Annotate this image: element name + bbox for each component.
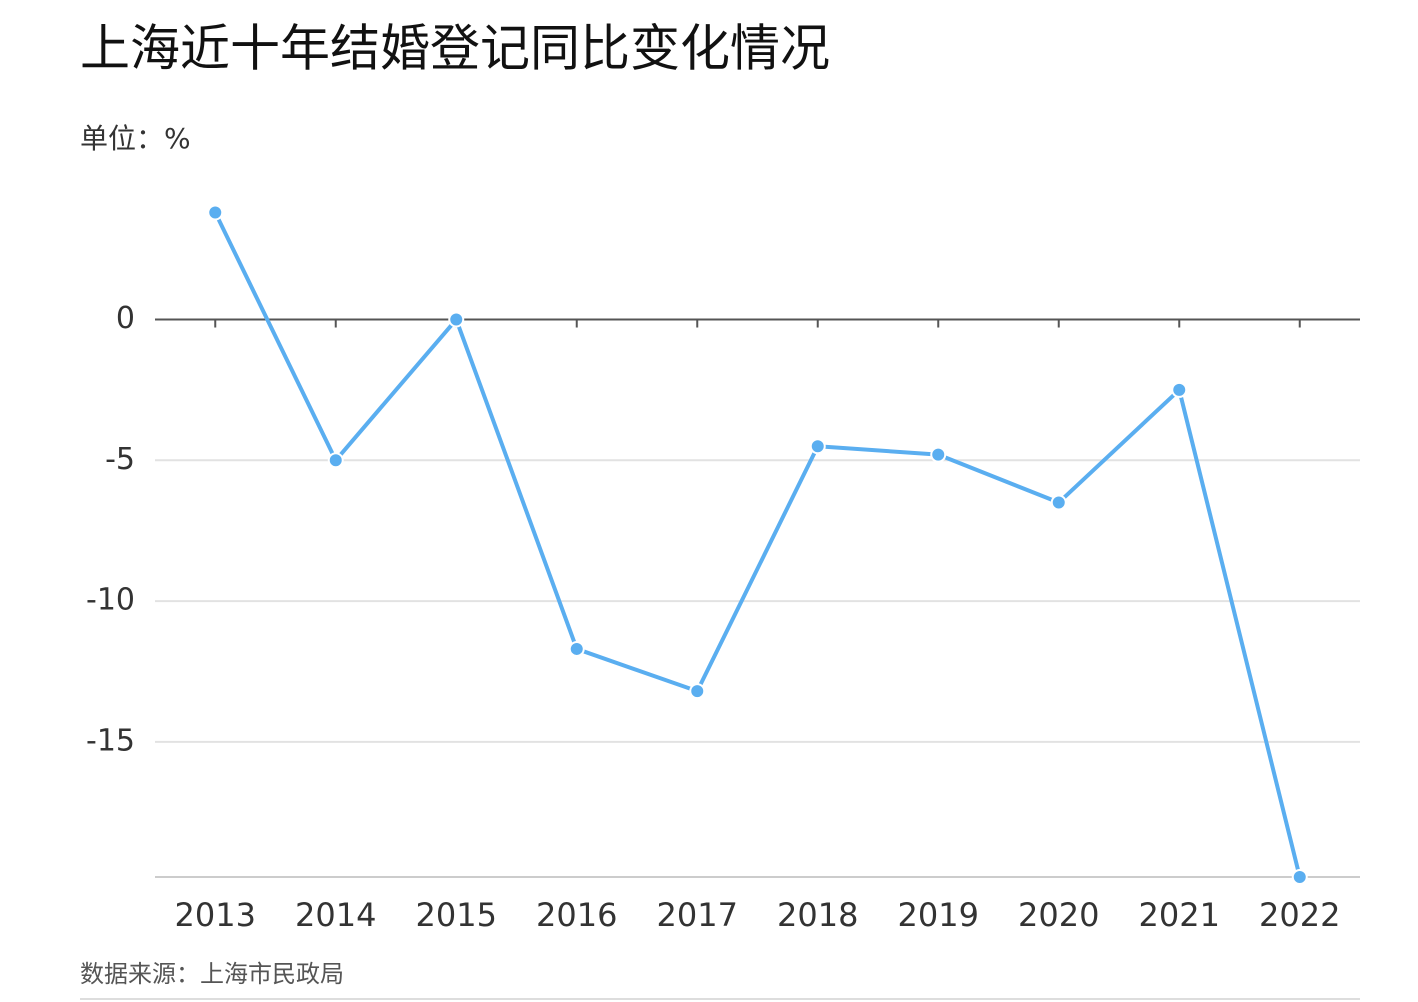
y-tick-label: -15 bbox=[86, 723, 135, 758]
point bbox=[207, 204, 224, 221]
point bbox=[327, 452, 344, 469]
y-tick-label: 0 bbox=[116, 301, 135, 336]
chart-title: 上海近十年结婚登记同比变化情况 bbox=[80, 20, 830, 78]
line bbox=[213, 211, 1302, 878]
point bbox=[1171, 381, 1188, 398]
x-tick-label: 2013 bbox=[175, 896, 256, 934]
source-note: 数据来源：上海市民政局 bbox=[80, 960, 344, 988]
x-tick-label: 2021 bbox=[1139, 896, 1220, 934]
x-tick-label: 2014 bbox=[295, 896, 376, 934]
x-tick-label: 2015 bbox=[416, 896, 497, 934]
y-tick-label: -10 bbox=[86, 583, 135, 618]
x-tick-label: 2016 bbox=[536, 896, 617, 934]
chart-subtitle: 单位：% bbox=[80, 122, 191, 155]
y-tick-label: -5 bbox=[105, 442, 135, 477]
point bbox=[689, 683, 706, 700]
point bbox=[568, 640, 585, 657]
x-tick-label: 2017 bbox=[657, 896, 738, 934]
x-tick-label: 2019 bbox=[898, 896, 979, 934]
x-tick-label: 2022 bbox=[1259, 896, 1340, 934]
point bbox=[1291, 869, 1308, 885]
point bbox=[1050, 494, 1067, 511]
x-tick-label: 2020 bbox=[1018, 896, 1099, 934]
point bbox=[809, 438, 826, 455]
point bbox=[448, 311, 465, 328]
x-tick-label: 2018 bbox=[777, 896, 858, 934]
point bbox=[930, 446, 947, 463]
